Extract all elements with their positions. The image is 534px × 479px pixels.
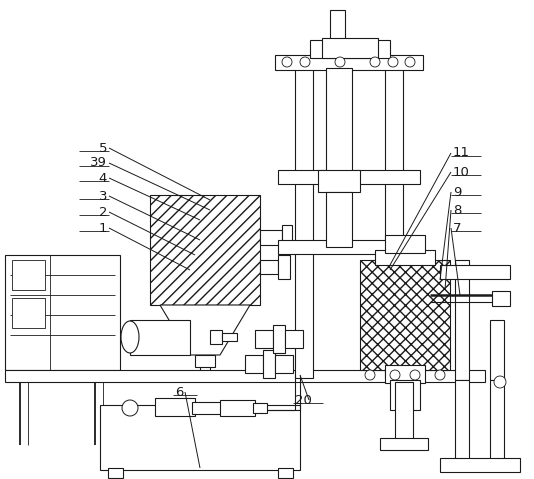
Text: 11: 11 bbox=[453, 147, 470, 160]
Text: 1: 1 bbox=[98, 221, 107, 235]
Bar bbox=[100, 405, 300, 470]
Text: 9: 9 bbox=[453, 185, 461, 198]
Bar bbox=[385, 235, 425, 253]
Circle shape bbox=[435, 370, 445, 380]
Bar bbox=[12, 260, 45, 290]
Text: 8: 8 bbox=[453, 204, 461, 217]
Text: 2: 2 bbox=[98, 205, 107, 218]
Bar bbox=[318, 170, 360, 192]
Bar bbox=[440, 265, 510, 279]
Bar bbox=[260, 260, 278, 274]
Bar bbox=[278, 255, 290, 279]
Circle shape bbox=[405, 57, 415, 67]
Text: 20: 20 bbox=[295, 394, 312, 407]
Text: 39: 39 bbox=[90, 157, 107, 170]
Bar bbox=[195, 355, 215, 367]
Bar bbox=[5, 255, 120, 370]
Text: 5: 5 bbox=[98, 141, 107, 155]
Bar bbox=[275, 55, 423, 70]
Bar bbox=[326, 192, 352, 247]
Bar bbox=[222, 333, 237, 341]
Bar bbox=[380, 438, 428, 450]
Bar bbox=[5, 370, 485, 382]
Bar bbox=[492, 291, 510, 306]
Circle shape bbox=[388, 57, 398, 67]
Bar bbox=[310, 40, 390, 58]
Bar bbox=[322, 38, 378, 58]
Bar bbox=[255, 330, 273, 348]
Text: 3: 3 bbox=[98, 190, 107, 203]
Bar bbox=[260, 230, 282, 245]
Text: 10: 10 bbox=[453, 166, 470, 179]
Bar bbox=[330, 10, 345, 42]
Bar bbox=[192, 402, 222, 414]
Bar bbox=[455, 260, 469, 380]
Text: 7: 7 bbox=[453, 221, 461, 235]
Circle shape bbox=[365, 370, 375, 380]
Circle shape bbox=[410, 370, 420, 380]
Circle shape bbox=[122, 400, 138, 416]
Bar bbox=[155, 398, 195, 416]
Circle shape bbox=[494, 376, 506, 388]
Bar bbox=[278, 170, 420, 184]
Bar bbox=[455, 380, 469, 462]
Circle shape bbox=[390, 370, 400, 380]
Bar bbox=[12, 298, 45, 328]
Bar bbox=[245, 355, 263, 373]
Ellipse shape bbox=[121, 321, 139, 353]
Polygon shape bbox=[160, 305, 250, 355]
Bar bbox=[210, 330, 222, 344]
Bar bbox=[273, 325, 285, 353]
Bar bbox=[130, 320, 190, 355]
Text: 4: 4 bbox=[99, 171, 107, 184]
Bar bbox=[490, 320, 504, 380]
Text: 6: 6 bbox=[175, 386, 183, 399]
Bar bbox=[150, 195, 260, 305]
Bar bbox=[295, 68, 313, 378]
Bar bbox=[360, 260, 450, 370]
Bar bbox=[390, 380, 420, 410]
Circle shape bbox=[300, 57, 310, 67]
Circle shape bbox=[282, 57, 292, 67]
Bar bbox=[220, 400, 255, 416]
Bar bbox=[278, 240, 420, 254]
Bar bbox=[385, 68, 403, 378]
Bar bbox=[285, 330, 303, 348]
Bar bbox=[385, 365, 425, 383]
Bar bbox=[253, 403, 267, 413]
Bar bbox=[282, 225, 292, 250]
Bar bbox=[326, 68, 352, 173]
Bar bbox=[275, 355, 293, 373]
Bar bbox=[263, 350, 275, 378]
Bar bbox=[395, 382, 413, 442]
Bar bbox=[490, 380, 504, 462]
Circle shape bbox=[370, 57, 380, 67]
Bar bbox=[108, 468, 123, 478]
Bar bbox=[278, 468, 293, 478]
Bar bbox=[440, 458, 520, 472]
Circle shape bbox=[335, 57, 345, 67]
Bar bbox=[375, 250, 435, 265]
